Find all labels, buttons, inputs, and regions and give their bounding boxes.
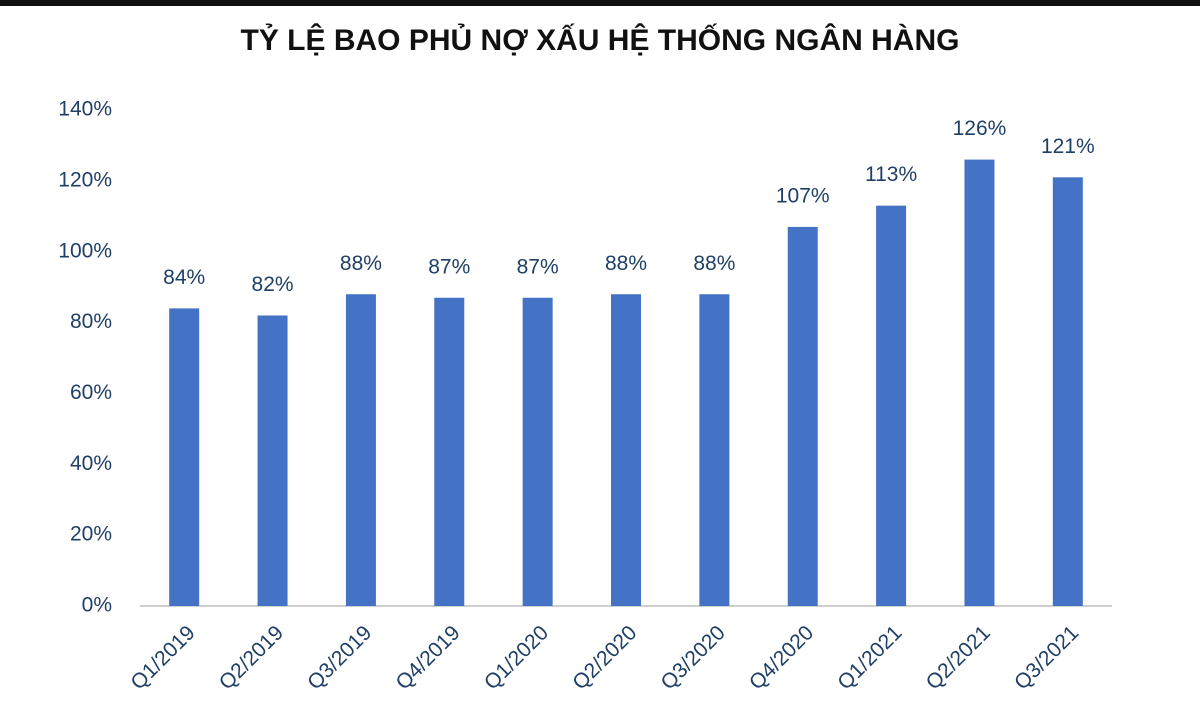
bar bbox=[611, 294, 641, 606]
x-tick-label: Q1/2021 bbox=[833, 621, 906, 694]
bar bbox=[522, 297, 553, 606]
bar bbox=[169, 308, 200, 606]
y-tick-label: 40% bbox=[70, 452, 112, 475]
x-tick-label: Q3/2020 bbox=[657, 621, 730, 694]
x-tick-label: Q4/2019 bbox=[391, 621, 464, 694]
y-tick-label: 20% bbox=[70, 523, 112, 546]
bar bbox=[964, 159, 995, 606]
data-label: 82% bbox=[252, 273, 294, 296]
y-tick-label: 120% bbox=[58, 168, 112, 191]
y-tick-label: 140% bbox=[58, 98, 112, 121]
y-tick-label: 0% bbox=[82, 594, 112, 617]
data-label: 87% bbox=[517, 255, 559, 278]
y-tick-label: 100% bbox=[58, 239, 112, 262]
data-label: 87% bbox=[428, 255, 470, 278]
data-label: 107% bbox=[776, 184, 830, 207]
y-tick-label: 60% bbox=[70, 381, 112, 404]
bar bbox=[434, 297, 465, 606]
bar bbox=[787, 226, 818, 606]
x-tick-label: Q1/2020 bbox=[480, 621, 553, 694]
x-tick-label: Q4/2020 bbox=[745, 621, 818, 694]
x-tick-label: Q2/2019 bbox=[215, 621, 288, 694]
bar bbox=[257, 315, 288, 606]
data-label: 126% bbox=[953, 117, 1007, 140]
x-tick-label: Q2/2021 bbox=[922, 621, 995, 694]
bar bbox=[1052, 177, 1083, 607]
data-label: 84% bbox=[163, 266, 205, 289]
bar bbox=[699, 294, 730, 606]
x-tick-label: Q3/2019 bbox=[303, 621, 376, 694]
data-label: 88% bbox=[605, 252, 647, 275]
x-tick-label: Q3/2021 bbox=[1010, 621, 1083, 694]
data-label: 113% bbox=[865, 163, 917, 186]
data-label: 88% bbox=[693, 252, 735, 275]
chart-title: TỶ LỆ BAO PHỦ NỢ XẤU HỆ THỐNG NGÂN HÀNG bbox=[241, 23, 960, 57]
x-tick-label: Q1/2019 bbox=[126, 621, 199, 694]
x-tick-label: Q2/2020 bbox=[568, 621, 641, 694]
top-rule bbox=[0, 0, 1200, 6]
data-label: 88% bbox=[340, 252, 382, 275]
data-label: 121% bbox=[1041, 135, 1095, 158]
bar bbox=[345, 294, 376, 606]
y-tick-label: 80% bbox=[70, 310, 112, 333]
bar bbox=[876, 205, 907, 606]
